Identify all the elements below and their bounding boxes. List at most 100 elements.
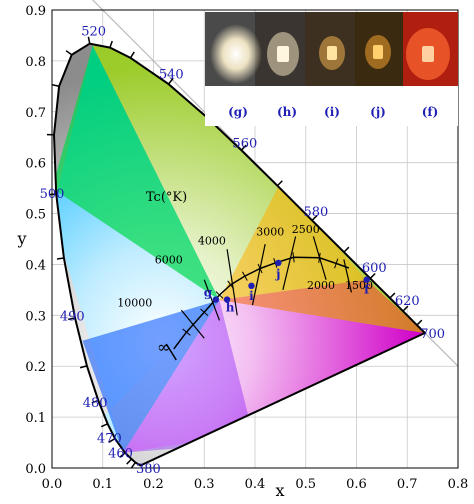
planck-tick: [241, 271, 248, 281]
locus-tick: [79, 365, 88, 369]
cct-label: 2000: [307, 279, 335, 292]
cct-label: 4000: [198, 235, 226, 248]
inset-label-strip: [205, 86, 458, 126]
wavelength-label: 490: [60, 309, 85, 324]
cct-label: 6000: [155, 253, 183, 266]
locus-tick: [129, 51, 135, 59]
locus-tick: [126, 458, 133, 465]
y-tick-label: 0.3: [25, 309, 46, 324]
spectral-locus: [52, 42, 427, 467]
isotemperature-line: [203, 279, 221, 321]
wavelength-label: 460: [108, 447, 133, 462]
cct-label: 2500: [292, 223, 320, 236]
wavelength-label: 700: [420, 327, 445, 342]
x-tick-label: 0.4: [245, 477, 266, 492]
measurement-points: ghi j f: [204, 259, 370, 315]
locus-tick: [119, 452, 126, 458]
inset-label: (f): [422, 105, 439, 119]
locus-tick: [167, 78, 174, 85]
locus-tick: [87, 36, 91, 44]
locus-tick: [402, 305, 409, 312]
wavelength-label: 580: [303, 205, 328, 220]
y-axis-label: y: [16, 229, 26, 248]
y-tick-label: 0.0: [25, 462, 46, 477]
wavelength-label: 520: [81, 24, 106, 39]
axes: [51, 9, 459, 469]
inset-label: (j): [370, 105, 386, 119]
locus-tick: [108, 437, 116, 443]
data-point-h: [223, 296, 231, 303]
wavelength-label: 380: [136, 462, 161, 477]
wavelength-label: 600: [362, 261, 387, 276]
locus-tick: [240, 144, 247, 151]
locus-tick: [49, 193, 57, 196]
isotemperature-line: [282, 236, 297, 291]
wavelength-label: 540: [159, 68, 184, 83]
fill-violet: [123, 300, 255, 453]
y-tick-labels: 0.0 0.1 0.2 0.3 0.4 0.5 0.6 0.7 0.8 0.9: [25, 4, 46, 477]
data-point-i: [248, 282, 255, 290]
inset-label: (i): [324, 105, 340, 119]
isotemperature-line: [180, 309, 205, 339]
locus-tick: [68, 317, 76, 321]
fill-green: [54, 45, 220, 301]
locus-tick: [369, 272, 376, 279]
cct-label: 3000: [256, 225, 284, 238]
locus-tick: [389, 292, 396, 299]
point-label-j: j: [275, 267, 280, 281]
planckian-locus: [173, 256, 350, 350]
cct-label: 10000: [117, 297, 152, 310]
lamp-i: [327, 46, 337, 60]
y-tick-label: 0.7: [25, 106, 46, 121]
isotemperature-line: [251, 243, 266, 306]
point-label-h: h: [226, 301, 235, 315]
point-label-i: i: [249, 289, 254, 303]
lamp-glow-g: [210, 24, 262, 84]
point-label-g: g: [204, 286, 213, 300]
locus-tick: [130, 462, 137, 469]
x-tick-label: 0.7: [397, 477, 418, 492]
y-tick-label: 0.6: [25, 157, 46, 172]
locus-tick: [56, 257, 65, 260]
isotemperature-line: [312, 236, 327, 280]
locus-tick: [91, 399, 99, 404]
inset-label: (h): [277, 105, 297, 119]
y-tick-label: 0.4: [25, 258, 46, 273]
isotemperature-lines: [180, 236, 353, 339]
fill-red: [219, 279, 425, 334]
y-tick-label: 0.1: [25, 411, 46, 426]
lamp-j: [373, 45, 383, 59]
wavelength-label: 620: [395, 294, 420, 309]
x-tick-label: 0.0: [42, 477, 63, 492]
isotemperature-line: [226, 249, 238, 316]
planck-tick: [334, 258, 339, 269]
inset-labels: (g) (h) (i) (j) (f): [228, 105, 438, 119]
isotemperature-line: [343, 259, 353, 293]
planck-tick: [182, 328, 191, 336]
wavelength-label: 480: [83, 396, 108, 411]
cct-label: ∞: [157, 337, 170, 356]
wavelength-label: 500: [40, 187, 65, 202]
locus-tick: [109, 40, 113, 48]
wavelength-label: 560: [232, 136, 257, 151]
led-photo-inset: (g) (h) (i) (j) (f): [205, 12, 458, 126]
y-tick-label: 0.5: [25, 208, 46, 223]
locus-tick: [100, 423, 108, 428]
lamp-f: [422, 46, 434, 62]
locus-tick: [343, 246, 350, 253]
x-tick-label: 0.2: [143, 477, 164, 492]
locus-tick: [311, 214, 318, 221]
lamp-h: [277, 46, 289, 62]
wavelength-label: 470: [97, 431, 122, 446]
x-tick-label: 0.6: [346, 477, 367, 492]
x-tick-label: 0.3: [194, 477, 215, 492]
y-tick-label: 0.2: [25, 360, 46, 375]
fill-blue: [82, 300, 220, 453]
y-tick-label: 0.9: [25, 4, 46, 19]
locus-tick: [65, 50, 73, 56]
x-tick-label: 0.8: [448, 477, 469, 492]
x-tick-label: 0.1: [92, 477, 113, 492]
